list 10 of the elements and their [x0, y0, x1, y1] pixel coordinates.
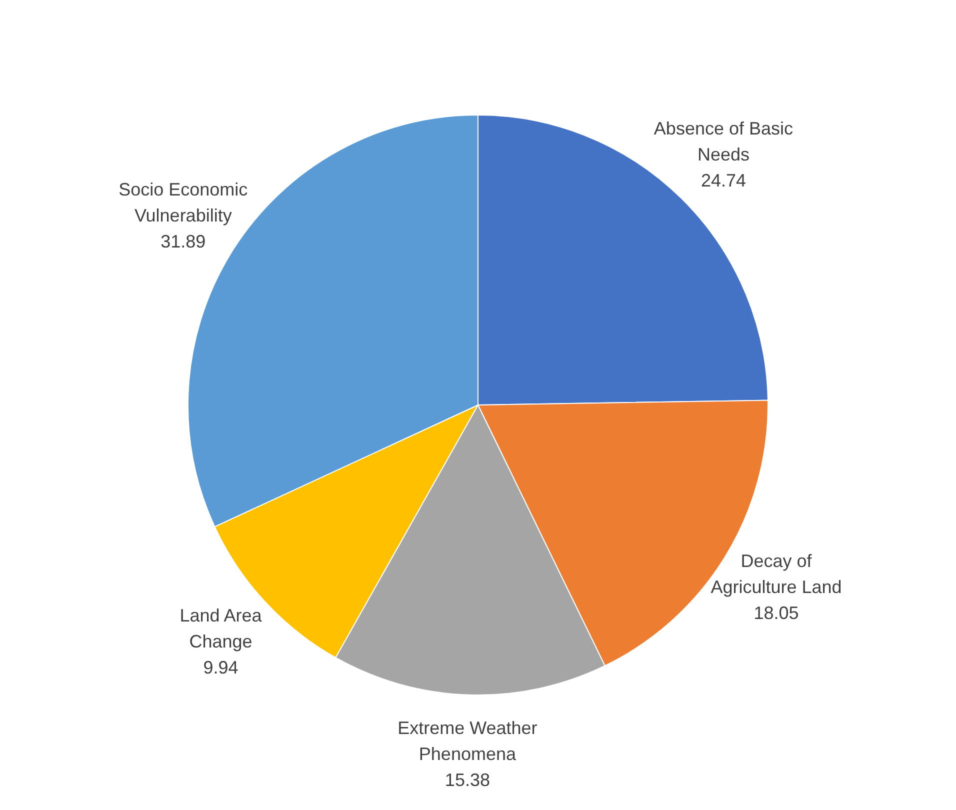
slice-label: Extreme Weather Phenomena — [398, 718, 538, 764]
slice-label: Socio Economic Vulnerability — [118, 179, 248, 226]
slice-label: Decay of Agriculture Land — [710, 551, 842, 598]
data-label: 24.74 — [700, 170, 746, 190]
data-label: 31.89 — [160, 231, 206, 252]
data-label: 15.38 — [444, 770, 490, 790]
data-label: 9.94 — [203, 657, 238, 678]
slice-label: Land Area Change — [180, 605, 263, 652]
slice-label: Absence of Basic Needs — [654, 118, 793, 164]
data-label: 18.05 — [754, 603, 799, 624]
